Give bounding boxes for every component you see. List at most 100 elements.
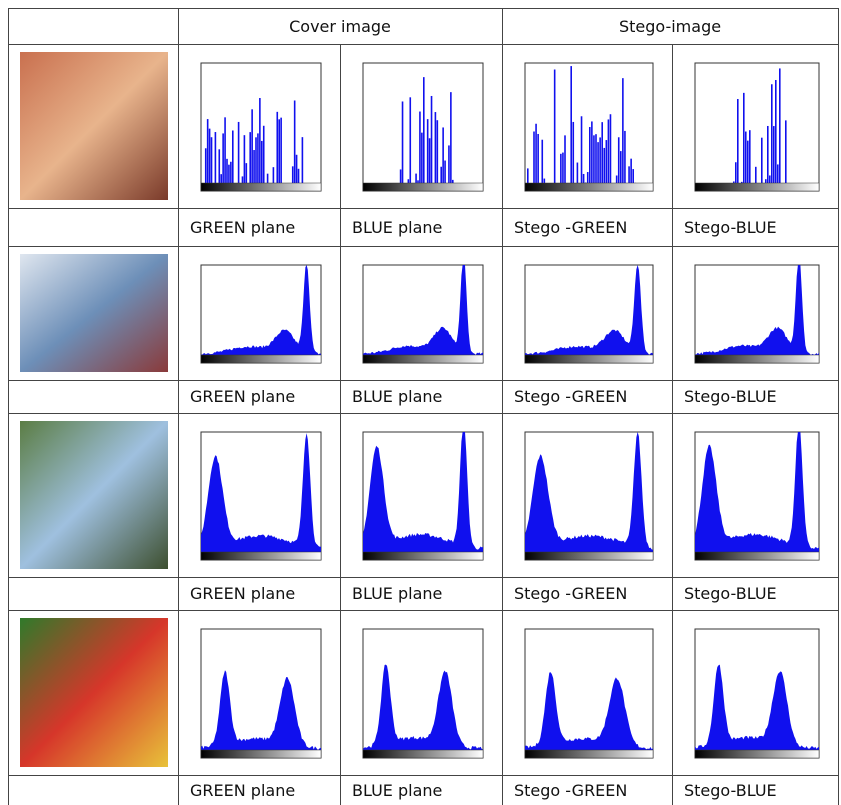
photo-cell bbox=[8, 413, 179, 578]
histogram-bar bbox=[448, 145, 450, 183]
plane-label: Stego -GREEN bbox=[502, 208, 673, 247]
histogram-bar bbox=[402, 101, 404, 183]
histogram-bar bbox=[572, 122, 574, 183]
histogram-bar bbox=[218, 149, 220, 183]
histogram-cell bbox=[340, 610, 503, 776]
histogram-bar bbox=[400, 169, 402, 183]
histogram-cell bbox=[672, 413, 839, 578]
histogram-bar bbox=[537, 134, 539, 183]
histogram-bar bbox=[761, 138, 763, 183]
histogram-bar bbox=[541, 140, 543, 183]
histogram-bar bbox=[544, 179, 546, 183]
histogram-bar bbox=[294, 100, 296, 183]
histogram-bar bbox=[259, 98, 261, 183]
histogram-bar bbox=[608, 119, 610, 183]
histogram-bar bbox=[593, 135, 595, 183]
intensity-bar bbox=[525, 183, 653, 191]
intensity-bar bbox=[695, 552, 819, 560]
histogram-bar bbox=[440, 167, 442, 183]
histogram-bar bbox=[419, 112, 421, 183]
histogram-bar bbox=[211, 137, 213, 183]
histogram-bar bbox=[616, 176, 618, 183]
histogram-bar bbox=[581, 116, 583, 183]
histogram-bar bbox=[273, 167, 275, 183]
intensity-bar bbox=[695, 355, 819, 363]
histogram-bar bbox=[589, 127, 591, 183]
intensity-bar bbox=[525, 552, 653, 560]
histogram-bar bbox=[421, 133, 423, 183]
histogram-bar bbox=[292, 166, 294, 183]
histogram-bar bbox=[228, 165, 230, 183]
histogram-bar bbox=[207, 119, 209, 183]
histogram-cell bbox=[178, 246, 341, 381]
photo bbox=[20, 52, 168, 200]
histogram-cell bbox=[340, 246, 503, 381]
histogram-bar bbox=[431, 96, 433, 183]
histogram bbox=[193, 257, 325, 369]
photo-image bbox=[20, 421, 168, 569]
histogram-bar bbox=[583, 174, 585, 183]
histogram-bar bbox=[251, 109, 253, 183]
histogram bbox=[687, 55, 823, 197]
histogram-bar bbox=[767, 126, 769, 183]
histogram-cell bbox=[672, 246, 839, 381]
histogram-bar bbox=[423, 77, 425, 183]
histogram bbox=[193, 55, 325, 197]
photo-image bbox=[20, 254, 168, 372]
intensity-bar bbox=[201, 552, 321, 560]
photo bbox=[20, 254, 168, 372]
histogram-bar bbox=[257, 133, 259, 183]
plane-label: Stego-BLUE bbox=[672, 208, 839, 247]
histogram-bar bbox=[755, 167, 757, 183]
histogram bbox=[687, 424, 823, 566]
histogram-bar bbox=[562, 153, 564, 183]
header-empty bbox=[8, 8, 179, 45]
histogram-bar bbox=[417, 180, 419, 183]
photo-image bbox=[20, 618, 168, 767]
histogram-bar bbox=[773, 126, 775, 183]
histogram-bar bbox=[435, 112, 437, 183]
histogram-cell bbox=[672, 610, 839, 776]
histogram bbox=[687, 621, 823, 764]
histogram-cell bbox=[340, 413, 503, 578]
histogram-bar bbox=[779, 68, 781, 183]
histogram-cell bbox=[502, 610, 673, 776]
histogram bbox=[355, 55, 487, 197]
photo bbox=[20, 618, 168, 767]
histogram-bar bbox=[535, 124, 537, 183]
histogram-bar bbox=[587, 172, 589, 183]
histogram-bar bbox=[610, 114, 612, 183]
histogram-bar bbox=[632, 169, 634, 183]
photo bbox=[20, 421, 168, 569]
histogram bbox=[517, 257, 657, 369]
histogram-bar bbox=[620, 151, 622, 183]
photo-cell bbox=[8, 44, 179, 209]
histogram bbox=[687, 257, 823, 369]
histogram bbox=[193, 621, 325, 764]
intensity-bar bbox=[363, 750, 483, 758]
histogram bbox=[355, 621, 487, 764]
intensity-bar bbox=[695, 750, 819, 758]
histogram-bar bbox=[533, 131, 535, 183]
histogram-bar bbox=[595, 134, 597, 183]
histogram-bar bbox=[622, 78, 624, 183]
histogram-bar bbox=[278, 119, 280, 183]
histogram-bar bbox=[261, 141, 263, 183]
histogram-bar bbox=[785, 120, 787, 183]
histogram bbox=[355, 424, 487, 566]
histogram-cell bbox=[502, 413, 673, 578]
histogram-bar bbox=[442, 127, 444, 183]
label-empty bbox=[8, 775, 179, 805]
histogram-bar bbox=[226, 159, 228, 183]
intensity-bar bbox=[363, 183, 483, 191]
histogram-bar bbox=[749, 130, 751, 183]
histogram-bar bbox=[452, 180, 454, 183]
plane-label: Stego-BLUE bbox=[672, 380, 839, 414]
histogram-bar bbox=[599, 137, 601, 183]
histogram-bar bbox=[624, 131, 626, 183]
histogram-bar bbox=[437, 120, 439, 183]
plane-label: BLUE plane bbox=[340, 577, 503, 611]
histogram-bar bbox=[560, 154, 562, 183]
histogram-bar bbox=[606, 140, 608, 183]
intensity-bar bbox=[201, 750, 321, 758]
